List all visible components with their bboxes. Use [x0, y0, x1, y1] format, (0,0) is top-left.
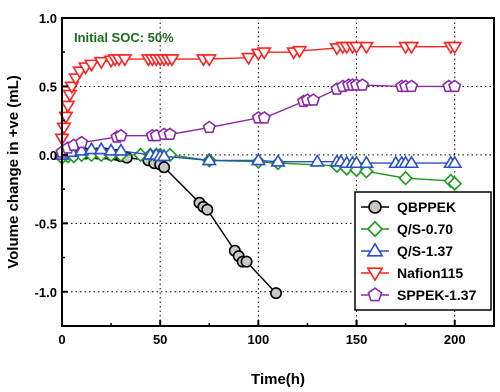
data-point — [202, 120, 216, 134]
x-axis-label: Time(h) — [251, 371, 305, 387]
data-point — [448, 79, 462, 93]
data-point — [240, 52, 257, 66]
initial-soc-annotation: Initial SOC: 50% — [74, 30, 174, 45]
data-point — [93, 56, 109, 70]
data-point — [83, 59, 100, 73]
data-point — [403, 155, 420, 169]
series-sppek-1-37 — [55, 78, 462, 158]
data-point — [447, 41, 463, 55]
legend-marker — [366, 220, 384, 238]
data-point — [113, 142, 129, 156]
data-point — [117, 54, 133, 67]
legend-item: Nafion115 — [361, 265, 463, 282]
axis-ticks: 0 50 100 150 200 -1.0 -0.5 0.0 0.5 1.0 — [35, 11, 466, 347]
data-point — [358, 163, 374, 179]
series-layer — [54, 41, 463, 300]
data-point — [291, 45, 308, 59]
data-point — [60, 100, 76, 114]
data-point — [158, 161, 171, 174]
data-point — [256, 47, 272, 61]
x-tick-label: 200 — [444, 332, 466, 347]
y-tick-label: -1.0 — [35, 285, 57, 300]
legend-item: SPPEK-1.37 — [361, 287, 477, 303]
data-point — [201, 203, 214, 216]
y-tick-label: 0.5 — [39, 79, 57, 94]
series-nafion115 — [54, 41, 463, 147]
legend: QBPPEK Q/S-0.70 Q/S-1.37 Nafion115 SPPEK-1.3… — [354, 191, 492, 311]
y-axis-label: Volume change in +ve (mL) — [5, 75, 22, 269]
data-point — [250, 152, 267, 166]
data-point — [103, 142, 119, 156]
data-point — [163, 127, 177, 140]
legend-item: Q/S-1.37 — [361, 242, 453, 259]
legend-marker — [366, 242, 384, 257]
y-tick-label: -0.5 — [35, 216, 57, 231]
data-point — [404, 79, 419, 93]
x-tick-label: 150 — [346, 332, 368, 347]
data-point — [358, 155, 375, 169]
legend-label: QBPPEK — [397, 199, 456, 215]
data-point — [306, 93, 320, 106]
data-point — [201, 54, 217, 67]
data-point — [270, 287, 283, 300]
plot-frame — [61, 17, 495, 327]
data-point — [93, 141, 109, 155]
legend-marker — [368, 200, 382, 214]
data-point — [447, 176, 463, 192]
legend-item: QBPPEK — [361, 199, 456, 215]
legend-item: Q/S-0.70 — [361, 220, 453, 238]
y-tick-label: 1.0 — [39, 11, 57, 26]
series-q-s-1-37 — [54, 141, 463, 169]
x-tick-label: 100 — [248, 332, 270, 347]
data-point — [348, 155, 365, 169]
data-point — [73, 142, 90, 156]
data-point — [201, 152, 217, 166]
legend-marker — [366, 267, 384, 282]
data-point — [164, 54, 180, 67]
data-point — [257, 110, 271, 124]
data-point — [240, 255, 253, 268]
data-point — [348, 41, 365, 55]
legend-label: Q/S-1.37 — [397, 243, 453, 259]
x-tick-label: 50 — [153, 332, 167, 347]
data-point — [83, 141, 100, 155]
data-point — [156, 148, 172, 162]
data-point — [114, 128, 128, 142]
legend-label: Nafion115 — [397, 265, 463, 281]
legend-marker — [367, 287, 383, 302]
data-point — [403, 41, 420, 55]
x-tick-label: 0 — [58, 332, 65, 347]
data-point — [270, 153, 286, 167]
data-point — [398, 170, 414, 186]
data-point — [75, 135, 89, 149]
data-point — [358, 41, 375, 55]
data-point — [309, 153, 325, 167]
legend-label: SPPEK-1.37 — [397, 287, 477, 303]
legend-label: Q/S-0.70 — [397, 221, 453, 237]
data-point — [64, 81, 80, 95]
y-tick-label: 0.0 — [39, 148, 57, 163]
data-point — [447, 155, 463, 169]
data-point — [355, 78, 370, 91]
data-point — [56, 122, 72, 136]
